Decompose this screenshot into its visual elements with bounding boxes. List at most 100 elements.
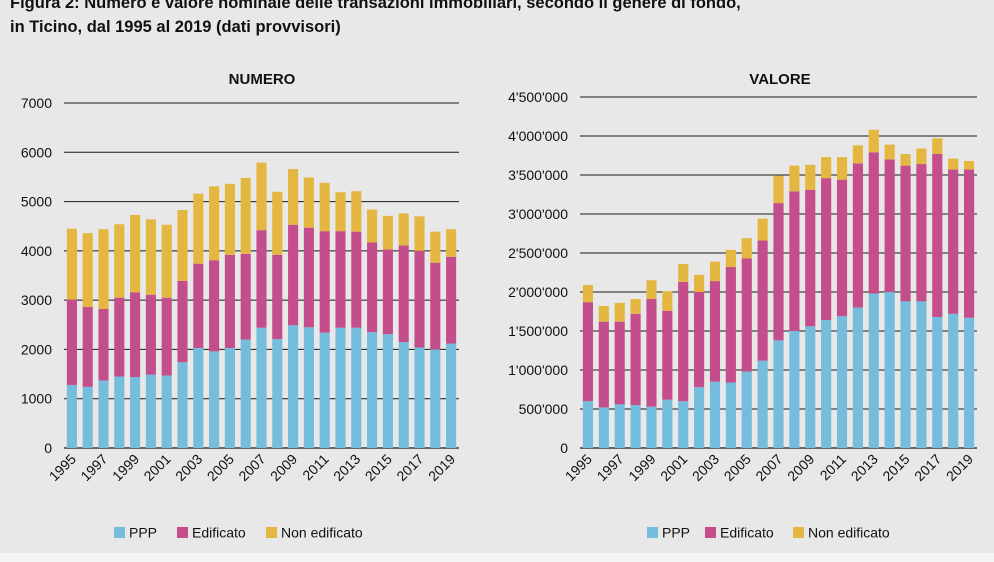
bar-segment bbox=[789, 191, 800, 331]
bar-segment bbox=[757, 240, 768, 361]
bar-segment bbox=[694, 387, 705, 448]
bar-segment bbox=[709, 281, 721, 382]
bar-segment bbox=[430, 262, 441, 350]
x-tick-label: 2013 bbox=[330, 451, 363, 484]
bar-segment bbox=[382, 334, 393, 448]
bar-segment bbox=[757, 360, 768, 448]
bar-segment bbox=[646, 299, 657, 407]
bar-segment bbox=[852, 163, 863, 308]
bar-segment bbox=[694, 292, 705, 388]
bar-segment bbox=[82, 233, 93, 308]
bar-segment bbox=[351, 191, 362, 232]
x-tick-label: 1997 bbox=[77, 451, 110, 484]
bar-segment bbox=[98, 380, 109, 448]
bar-segment bbox=[398, 342, 409, 448]
y-tick-label: 1'000'000 bbox=[508, 362, 568, 378]
bar-segment bbox=[351, 327, 362, 448]
bar-segment bbox=[161, 375, 172, 448]
bar-segment bbox=[630, 313, 641, 406]
bar-segment bbox=[773, 203, 784, 341]
bar-segment bbox=[240, 177, 251, 254]
y-tick-label: 500'000 bbox=[519, 401, 569, 417]
bar-segment bbox=[430, 231, 441, 263]
bar-segment bbox=[288, 325, 299, 448]
bar-segment bbox=[382, 215, 393, 250]
legend-swatch bbox=[647, 527, 658, 538]
legend-swatch bbox=[266, 527, 277, 538]
bar-segment bbox=[963, 160, 975, 170]
x-tick-label: 2007 bbox=[235, 451, 268, 484]
bar-segment bbox=[836, 157, 848, 180]
bar-segment bbox=[932, 153, 943, 317]
bar-segment bbox=[868, 152, 879, 294]
bar-segment bbox=[114, 224, 125, 298]
bar-segment bbox=[367, 209, 378, 243]
bar-segment bbox=[398, 245, 409, 343]
bar-segment bbox=[725, 267, 736, 383]
x-tick-label: 2017 bbox=[911, 451, 944, 484]
bar-segment bbox=[272, 254, 283, 340]
bar-segment bbox=[193, 193, 204, 264]
bar-segment bbox=[932, 316, 943, 448]
bar-segment bbox=[868, 293, 879, 448]
bar-segment bbox=[598, 407, 609, 448]
bar-segment bbox=[932, 138, 943, 154]
x-tick-label: 2017 bbox=[393, 451, 426, 484]
bar-segment bbox=[193, 347, 204, 448]
bar-segment bbox=[773, 340, 784, 448]
x-tick-label: 2015 bbox=[362, 451, 395, 484]
bar-segment bbox=[145, 294, 156, 375]
y-tick-label: 2'000'000 bbox=[508, 284, 568, 300]
bar-segment bbox=[161, 224, 172, 298]
bar-segment bbox=[98, 309, 109, 381]
bar-segment bbox=[335, 192, 346, 232]
x-tick-label: 2019 bbox=[425, 451, 458, 484]
bar-segment bbox=[66, 228, 77, 300]
bar-segment bbox=[288, 224, 299, 326]
bar-segment bbox=[630, 405, 641, 448]
bar-segment bbox=[821, 178, 832, 321]
bar-segment bbox=[335, 231, 346, 328]
bar-segment bbox=[319, 231, 330, 333]
bar-segment bbox=[209, 186, 220, 261]
bar-segment bbox=[335, 327, 346, 448]
bar-segment bbox=[614, 404, 625, 448]
bar-segment bbox=[884, 292, 895, 448]
bar-segment bbox=[741, 371, 752, 448]
bar-segment bbox=[398, 213, 409, 246]
legend-swatch bbox=[177, 527, 188, 538]
bar-segment bbox=[272, 191, 283, 255]
x-tick-label: 2003 bbox=[172, 451, 205, 484]
bar-segment bbox=[646, 280, 657, 300]
bar-segment bbox=[82, 386, 93, 448]
x-tick-label: 1999 bbox=[625, 451, 658, 484]
bar-segment bbox=[256, 162, 267, 231]
y-tick-label: 2000 bbox=[21, 341, 52, 357]
bar-segment bbox=[614, 302, 625, 322]
bar-segment bbox=[382, 249, 393, 335]
bar-segment bbox=[256, 327, 267, 448]
bar-segment bbox=[446, 229, 457, 257]
bar-segment bbox=[948, 313, 959, 448]
bar-segment bbox=[209, 260, 220, 352]
bar-segment bbox=[757, 218, 768, 241]
bar-segment bbox=[916, 301, 927, 448]
bar-segment bbox=[884, 159, 895, 292]
bar-segment bbox=[193, 263, 204, 348]
bar-segment bbox=[224, 183, 235, 255]
y-tick-label: 1000 bbox=[21, 391, 52, 407]
x-tick-label: 2011 bbox=[299, 451, 332, 484]
bar-segment bbox=[805, 326, 816, 448]
y-tick-label: 7000 bbox=[21, 95, 52, 111]
legend-label: Non edificato bbox=[281, 525, 363, 541]
bar-segment bbox=[351, 231, 362, 328]
bar-segment bbox=[662, 310, 673, 400]
bar-segment bbox=[303, 177, 314, 228]
bar-segment bbox=[145, 374, 156, 448]
bar-segment bbox=[789, 165, 800, 192]
x-tick-label: 2005 bbox=[204, 451, 237, 484]
y-tick-label: 4'000'000 bbox=[508, 128, 568, 144]
bar-segment bbox=[82, 307, 93, 387]
legend-label: Non edificato bbox=[808, 525, 890, 541]
bar-segment bbox=[900, 301, 911, 448]
